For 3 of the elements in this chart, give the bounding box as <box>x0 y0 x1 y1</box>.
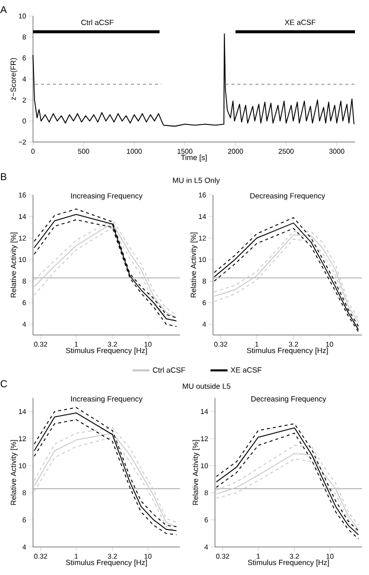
text: A <box>0 6 7 14</box>
text: B <box>1 173 6 180</box>
text: C <box>0 380 8 388</box>
